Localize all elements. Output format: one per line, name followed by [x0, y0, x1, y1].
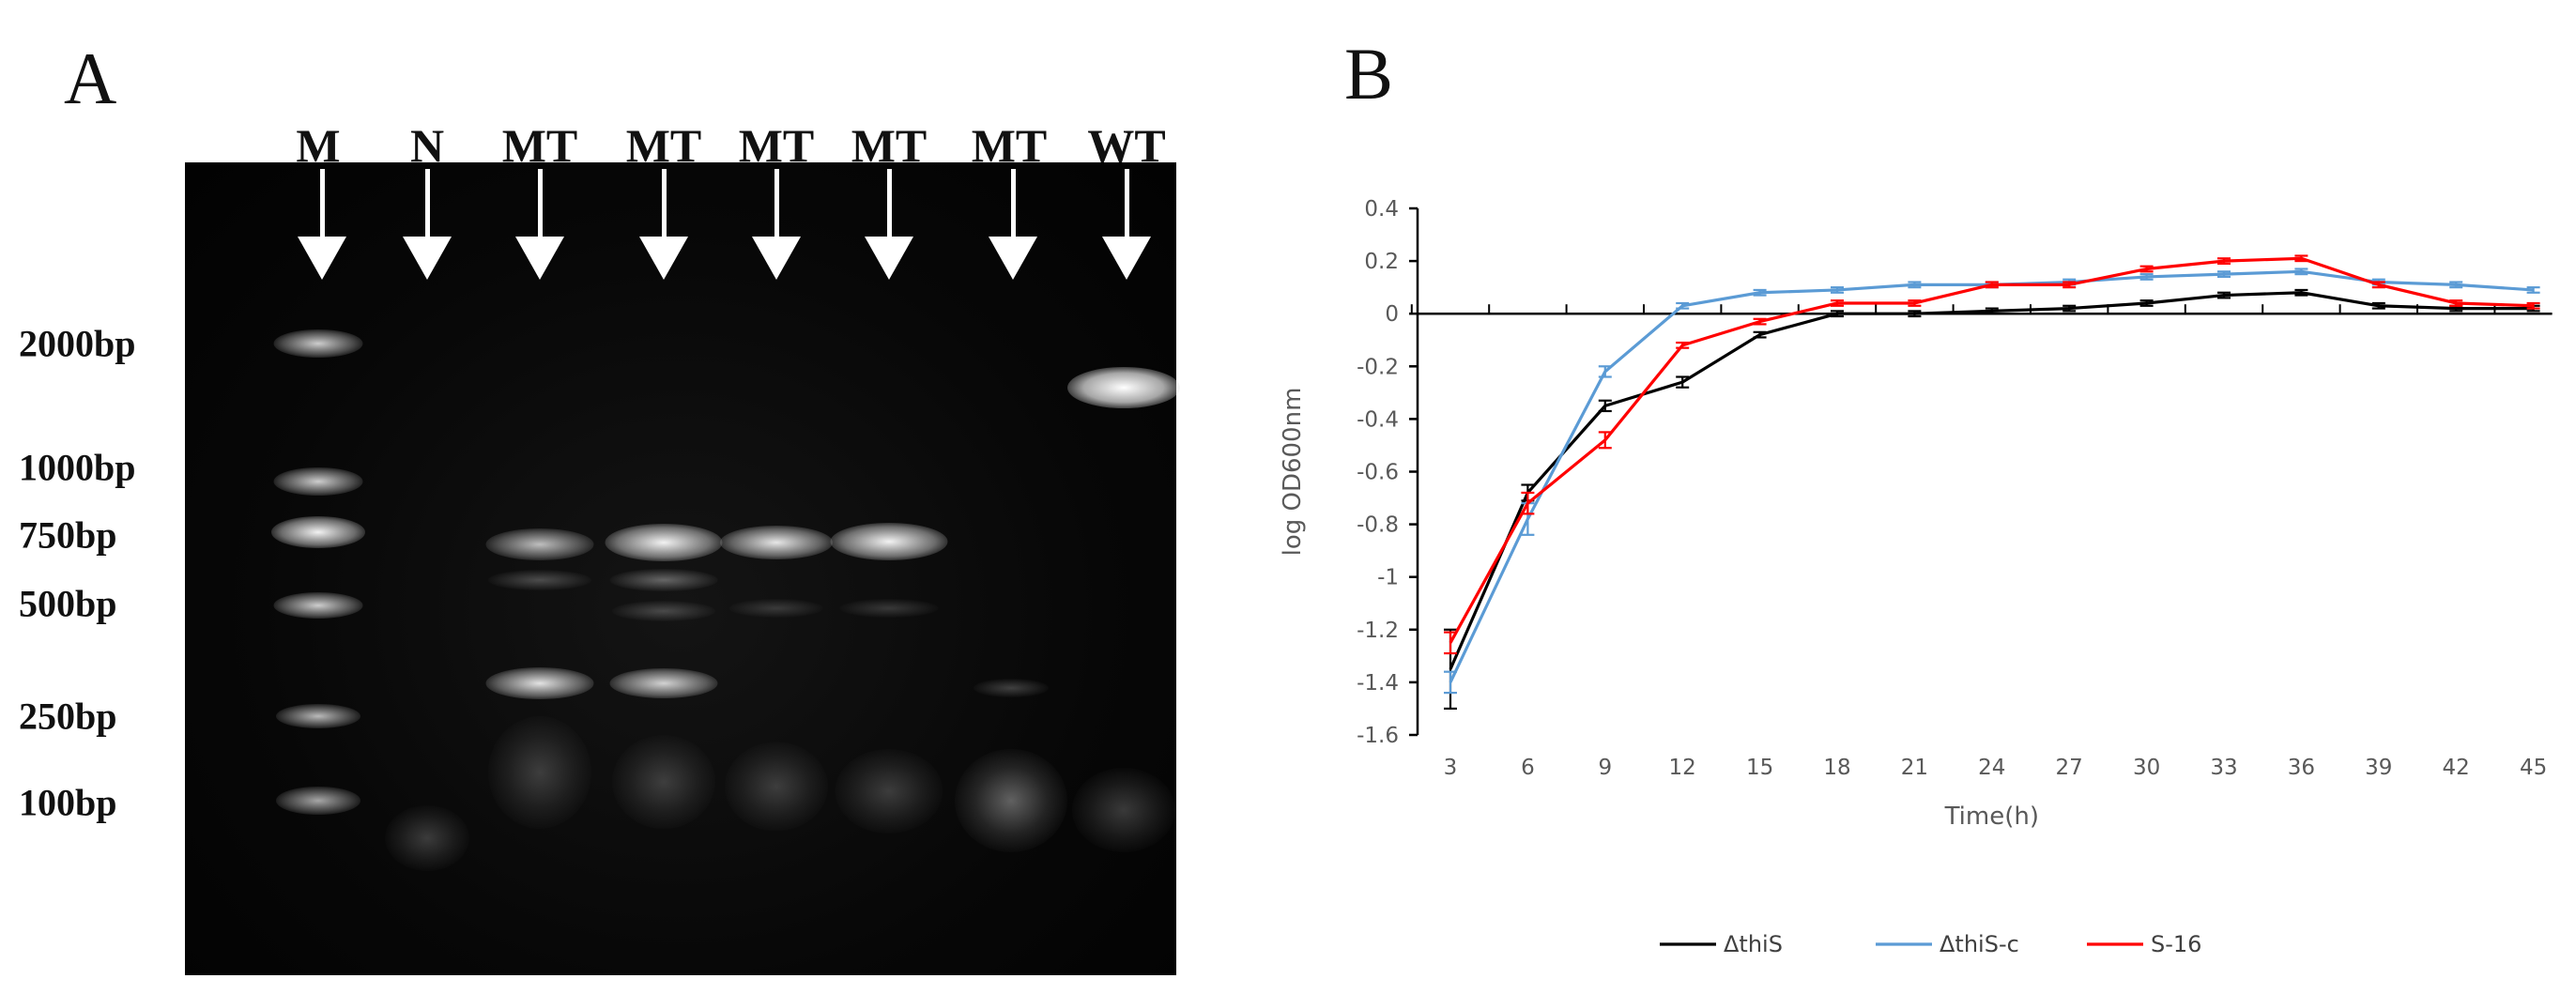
series-line--this [1449, 291, 2534, 670]
marker-label-100bp: 100bp [19, 781, 117, 824]
arrow-lane-wt [1102, 169, 1151, 280]
x-tick-label: 27 [2056, 756, 2083, 780]
band-mt1-750bp [485, 528, 594, 560]
x-tick-label: 45 [2520, 756, 2547, 780]
band-mt2-faint-2 [612, 601, 715, 621]
y-tick-label: 0 [1385, 302, 1399, 327]
smear-lane-mt1 [488, 716, 591, 829]
y-tick-label: -0.8 [1357, 513, 1399, 538]
x-tick-label: 36 [2288, 756, 2315, 780]
x-tick-label: 39 [2365, 756, 2392, 780]
arrow-lane-mt-4 [865, 169, 913, 280]
x-tick-label: 18 [1823, 756, 1850, 780]
legend-label--this-c: ΔthiS-c [1940, 931, 2019, 957]
y-tick-label: -1 [1377, 566, 1399, 590]
y-tick-label: -1.6 [1357, 724, 1399, 748]
y-tick-label: -0.2 [1357, 355, 1399, 379]
band-mt3-750bp [720, 526, 833, 559]
band-mt3-faint [729, 599, 823, 618]
y-tick-label: -1.4 [1357, 671, 1399, 696]
x-tick-label: 3 [1444, 756, 1458, 780]
x-tick-label: 12 [1669, 756, 1696, 780]
x-tick-label: 6 [1521, 756, 1535, 780]
smear-lane-mt2 [612, 735, 715, 829]
marker-label-750bp: 750bp [19, 513, 117, 557]
band-mt2-750bp [605, 524, 723, 561]
x-tick-label: 30 [2133, 756, 2160, 780]
smear-lane-n [385, 805, 469, 871]
arrow-lane-mt-5 [989, 169, 1037, 280]
band-mt4-750bp [830, 523, 948, 560]
gel-image [185, 162, 1180, 975]
series-line--this-c [1449, 269, 2534, 683]
growth-curve-chart: 0.40.20-0.2-0.4-0.6-0.8-1-1.2-1.4-1.63 6 9… [1279, 197, 2553, 957]
series-line-s-16 [1449, 256, 2534, 644]
smear-lane-mt4 [835, 749, 943, 833]
marker-label-1000bp: 1000bp [19, 446, 136, 489]
y-tick-label: 0.4 [1364, 197, 1399, 222]
y-tick-label: -0.6 [1357, 461, 1399, 485]
ladder-band-2000bp [273, 329, 363, 358]
arrow-lane-mt-2 [639, 169, 688, 280]
y-tick-label: -0.4 [1357, 407, 1399, 432]
x-axis-title: Time(h) [1944, 803, 2039, 831]
band-mt2-350bp [609, 668, 718, 698]
y-axis-title: log OD600nm [1279, 388, 1307, 557]
x-tick-label: 15 [1746, 756, 1773, 780]
marker-label-500bp: 500bp [19, 582, 117, 625]
band-mt4-faint [839, 599, 939, 618]
y-tick-label: 0.2 [1364, 250, 1399, 274]
arrow-lane-n [403, 169, 452, 280]
band-mt1-350bp [485, 667, 594, 699]
band-mt5-faint [974, 679, 1049, 697]
band-wt-1500bp [1067, 367, 1180, 408]
ladder-band-250bp [276, 704, 360, 728]
ladder-band-100bp [276, 787, 360, 815]
marker-label-250bp: 250bp [19, 695, 117, 738]
arrow-lane-mt-1 [515, 169, 564, 280]
ladder-band-500bp [273, 592, 363, 619]
x-tick-label: 9 [1598, 756, 1612, 780]
panel-a-label: A [64, 38, 117, 119]
x-tick-label: 42 [2443, 756, 2470, 780]
x-tick-label: 21 [1901, 756, 1928, 780]
ladder-band-750bp [271, 516, 365, 548]
arrow-lane-m [298, 169, 346, 280]
x-tick-label: 24 [1978, 756, 2005, 780]
y-tick-label: -1.2 [1357, 619, 1399, 643]
smear-lane-mt5 [955, 749, 1067, 852]
band-mt2-faint-1 [609, 569, 718, 591]
legend-label--this: ΔthiS [1724, 931, 1783, 957]
band-mt1-faint [488, 570, 591, 590]
panel-b-label: B [1344, 33, 1394, 115]
smear-lane-wt [1072, 768, 1175, 852]
marker-label-2000bp: 2000bp [19, 322, 136, 365]
x-tick-label: 33 [2210, 756, 2237, 780]
ladder-band-1000bp [273, 467, 363, 496]
arrow-lane-mt-3 [752, 169, 801, 280]
legend-label-s-16: S-16 [2151, 931, 2201, 957]
smear-lane-mt3 [725, 742, 828, 832]
